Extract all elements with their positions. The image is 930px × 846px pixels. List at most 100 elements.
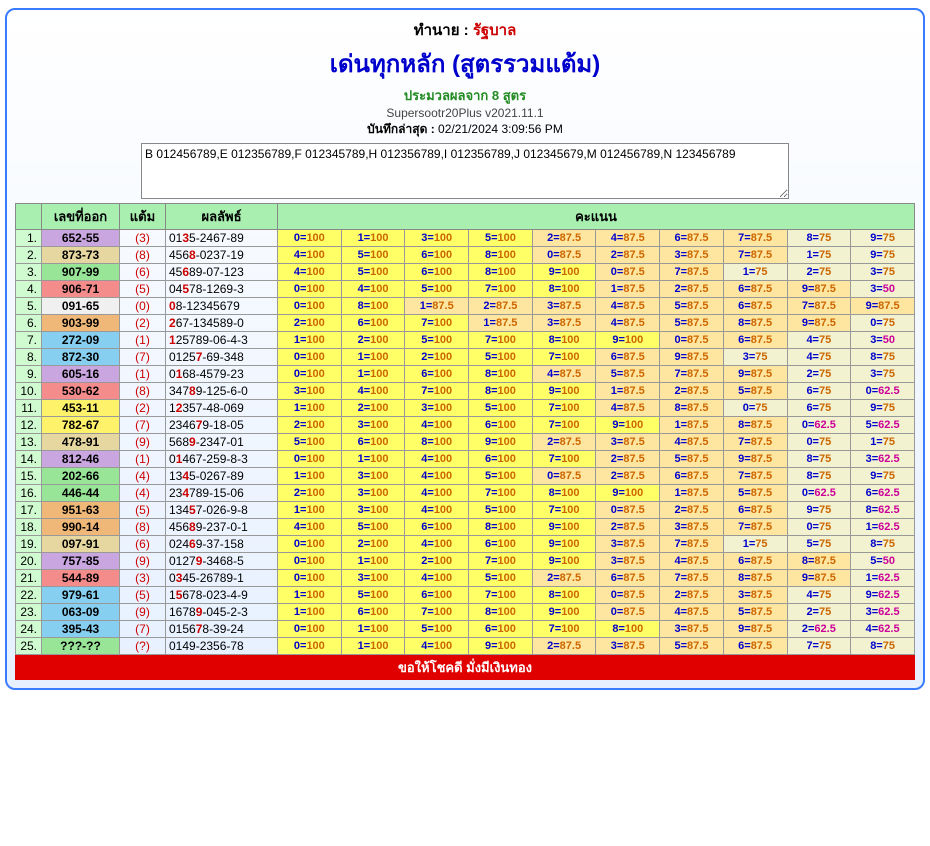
score-cell: 2=100: [278, 485, 342, 502]
score-cell: 1=75: [787, 247, 851, 264]
score-cell: 7=87.5: [723, 519, 787, 536]
score-cell: 9=100: [469, 434, 533, 451]
score-cell: 4=100: [278, 247, 342, 264]
score-cell: 6=87.5: [723, 638, 787, 655]
score-cell: 8=100: [469, 366, 533, 383]
points: (9): [120, 604, 166, 621]
score-cell: 9=100: [532, 519, 596, 536]
result: 01257-69-348: [166, 349, 278, 366]
score-cell: 8=87.5: [787, 553, 851, 570]
row-num: 22.: [16, 587, 42, 604]
score-cell: 4=75: [787, 349, 851, 366]
lottery-number: 757-85: [42, 553, 120, 570]
score-cell: 0=100: [278, 570, 342, 587]
score-cell: 6=87.5: [660, 230, 724, 247]
points: (5): [120, 502, 166, 519]
row-num: 5.: [16, 298, 42, 315]
score-cell: 5=100: [405, 281, 469, 298]
lottery-number: 907-99: [42, 264, 120, 281]
score-cell: 4=100: [278, 519, 342, 536]
result: 267-134589-0: [166, 315, 278, 332]
score-cell: 4=100: [341, 281, 405, 298]
header-sub1: ประมวลผลจาก 8 สูตร: [15, 85, 915, 106]
lottery-number: 091-65: [42, 298, 120, 315]
header-line1: ทำนาย : รัฐบาล: [15, 18, 915, 42]
row-num: 15.: [16, 468, 42, 485]
score-cell: 1=87.5: [596, 383, 660, 400]
score-cell: 2=87.5: [532, 230, 596, 247]
table-row: 18.990-14(8)45689-237-0-14=1005=1006=100…: [16, 519, 915, 536]
table-row: 15.202-66(4)1345-0267-891=1003=1004=1005…: [16, 468, 915, 485]
table-row: 13.478-91(9)5689-2347-015=1006=1008=1009…: [16, 434, 915, 451]
score-cell: 6=100: [469, 451, 533, 468]
score-cell: 3=100: [341, 417, 405, 434]
score-cell: 6=87.5: [723, 332, 787, 349]
score-cell: 7=100: [532, 621, 596, 638]
score-cell: 6=100: [469, 621, 533, 638]
score-cell: 8=75: [851, 349, 915, 366]
points: (7): [120, 349, 166, 366]
score-cell: 9=75: [851, 247, 915, 264]
score-cell: 5=87.5: [596, 366, 660, 383]
lottery-number: ???-??: [42, 638, 120, 655]
col-blank: [16, 204, 42, 230]
score-cell: 0=62.5: [787, 485, 851, 502]
score-cell: 5=62.5: [851, 417, 915, 434]
table-row: 11.453-11(2)12357-48-0691=1002=1003=1005…: [16, 400, 915, 417]
row-num: 14.: [16, 451, 42, 468]
score-cell: 6=87.5: [596, 570, 660, 587]
score-cell: 2=87.5: [660, 587, 724, 604]
score-cell: 7=100: [405, 604, 469, 621]
score-cell: 2=87.5: [469, 298, 533, 315]
score-cell: 3=87.5: [660, 621, 724, 638]
score-cell: 9=75: [851, 468, 915, 485]
score-cell: 0=87.5: [596, 604, 660, 621]
header-saved: บันทึกล่าสุด : 02/21/2024 3:09:56 PM: [15, 120, 915, 139]
points: (9): [120, 434, 166, 451]
score-cell: 4=100: [278, 264, 342, 281]
score-cell: 3=100: [341, 485, 405, 502]
score-cell: 5=100: [341, 264, 405, 281]
score-cell: 0=100: [278, 621, 342, 638]
table-row: 16.446-44(4)234789-15-062=1003=1004=1007…: [16, 485, 915, 502]
score-cell: 3=100: [278, 383, 342, 400]
table-row: 2.873-73(8)4568-0237-194=1005=1006=1008=…: [16, 247, 915, 264]
table-row: 22.979-61(5)15678-023-4-91=1005=1006=100…: [16, 587, 915, 604]
row-num: 21.: [16, 570, 42, 587]
score-cell: 9=75: [787, 502, 851, 519]
result: 34789-125-6-0: [166, 383, 278, 400]
table-row: 8.872-30(7)01257-69-3480=1001=1002=1005=…: [16, 349, 915, 366]
score-cell: 8=100: [469, 604, 533, 621]
score-cell: 3=87.5: [723, 587, 787, 604]
row-num: 2.: [16, 247, 42, 264]
formula-textarea[interactable]: B 012456789,E 012356789,F 012345789,H 01…: [141, 143, 789, 199]
score-cell: 0=62.5: [851, 383, 915, 400]
score-cell: 3=100: [405, 230, 469, 247]
score-cell: 5=50: [851, 553, 915, 570]
lottery-number: 872-30: [42, 349, 120, 366]
score-cell: 6=100: [405, 519, 469, 536]
table-row: 25.???-??(?)0149-2356-780=1001=1004=1009…: [16, 638, 915, 655]
score-cell: 0=100: [278, 281, 342, 298]
score-cell: 2=100: [341, 332, 405, 349]
score-cell: 1=100: [341, 230, 405, 247]
result: 234679-18-05: [166, 417, 278, 434]
score-cell: 8=100: [532, 485, 596, 502]
score-cell: 5=100: [469, 230, 533, 247]
score-cell: 8=75: [851, 536, 915, 553]
score-cell: 9=100: [532, 383, 596, 400]
row-num: 8.: [16, 349, 42, 366]
score-cell: 8=100: [469, 247, 533, 264]
score-cell: 5=100: [469, 468, 533, 485]
result: 45689-237-0-1: [166, 519, 278, 536]
score-cell: 0=87.5: [532, 247, 596, 264]
score-cell: 5=100: [405, 332, 469, 349]
score-cell: 4=100: [405, 536, 469, 553]
result: 12357-48-069: [166, 400, 278, 417]
score-cell: 2=100: [278, 315, 342, 332]
points: (2): [120, 400, 166, 417]
score-cell: 6=100: [469, 536, 533, 553]
row-num: 19.: [16, 536, 42, 553]
score-cell: 3=75: [851, 366, 915, 383]
row-num: 7.: [16, 332, 42, 349]
